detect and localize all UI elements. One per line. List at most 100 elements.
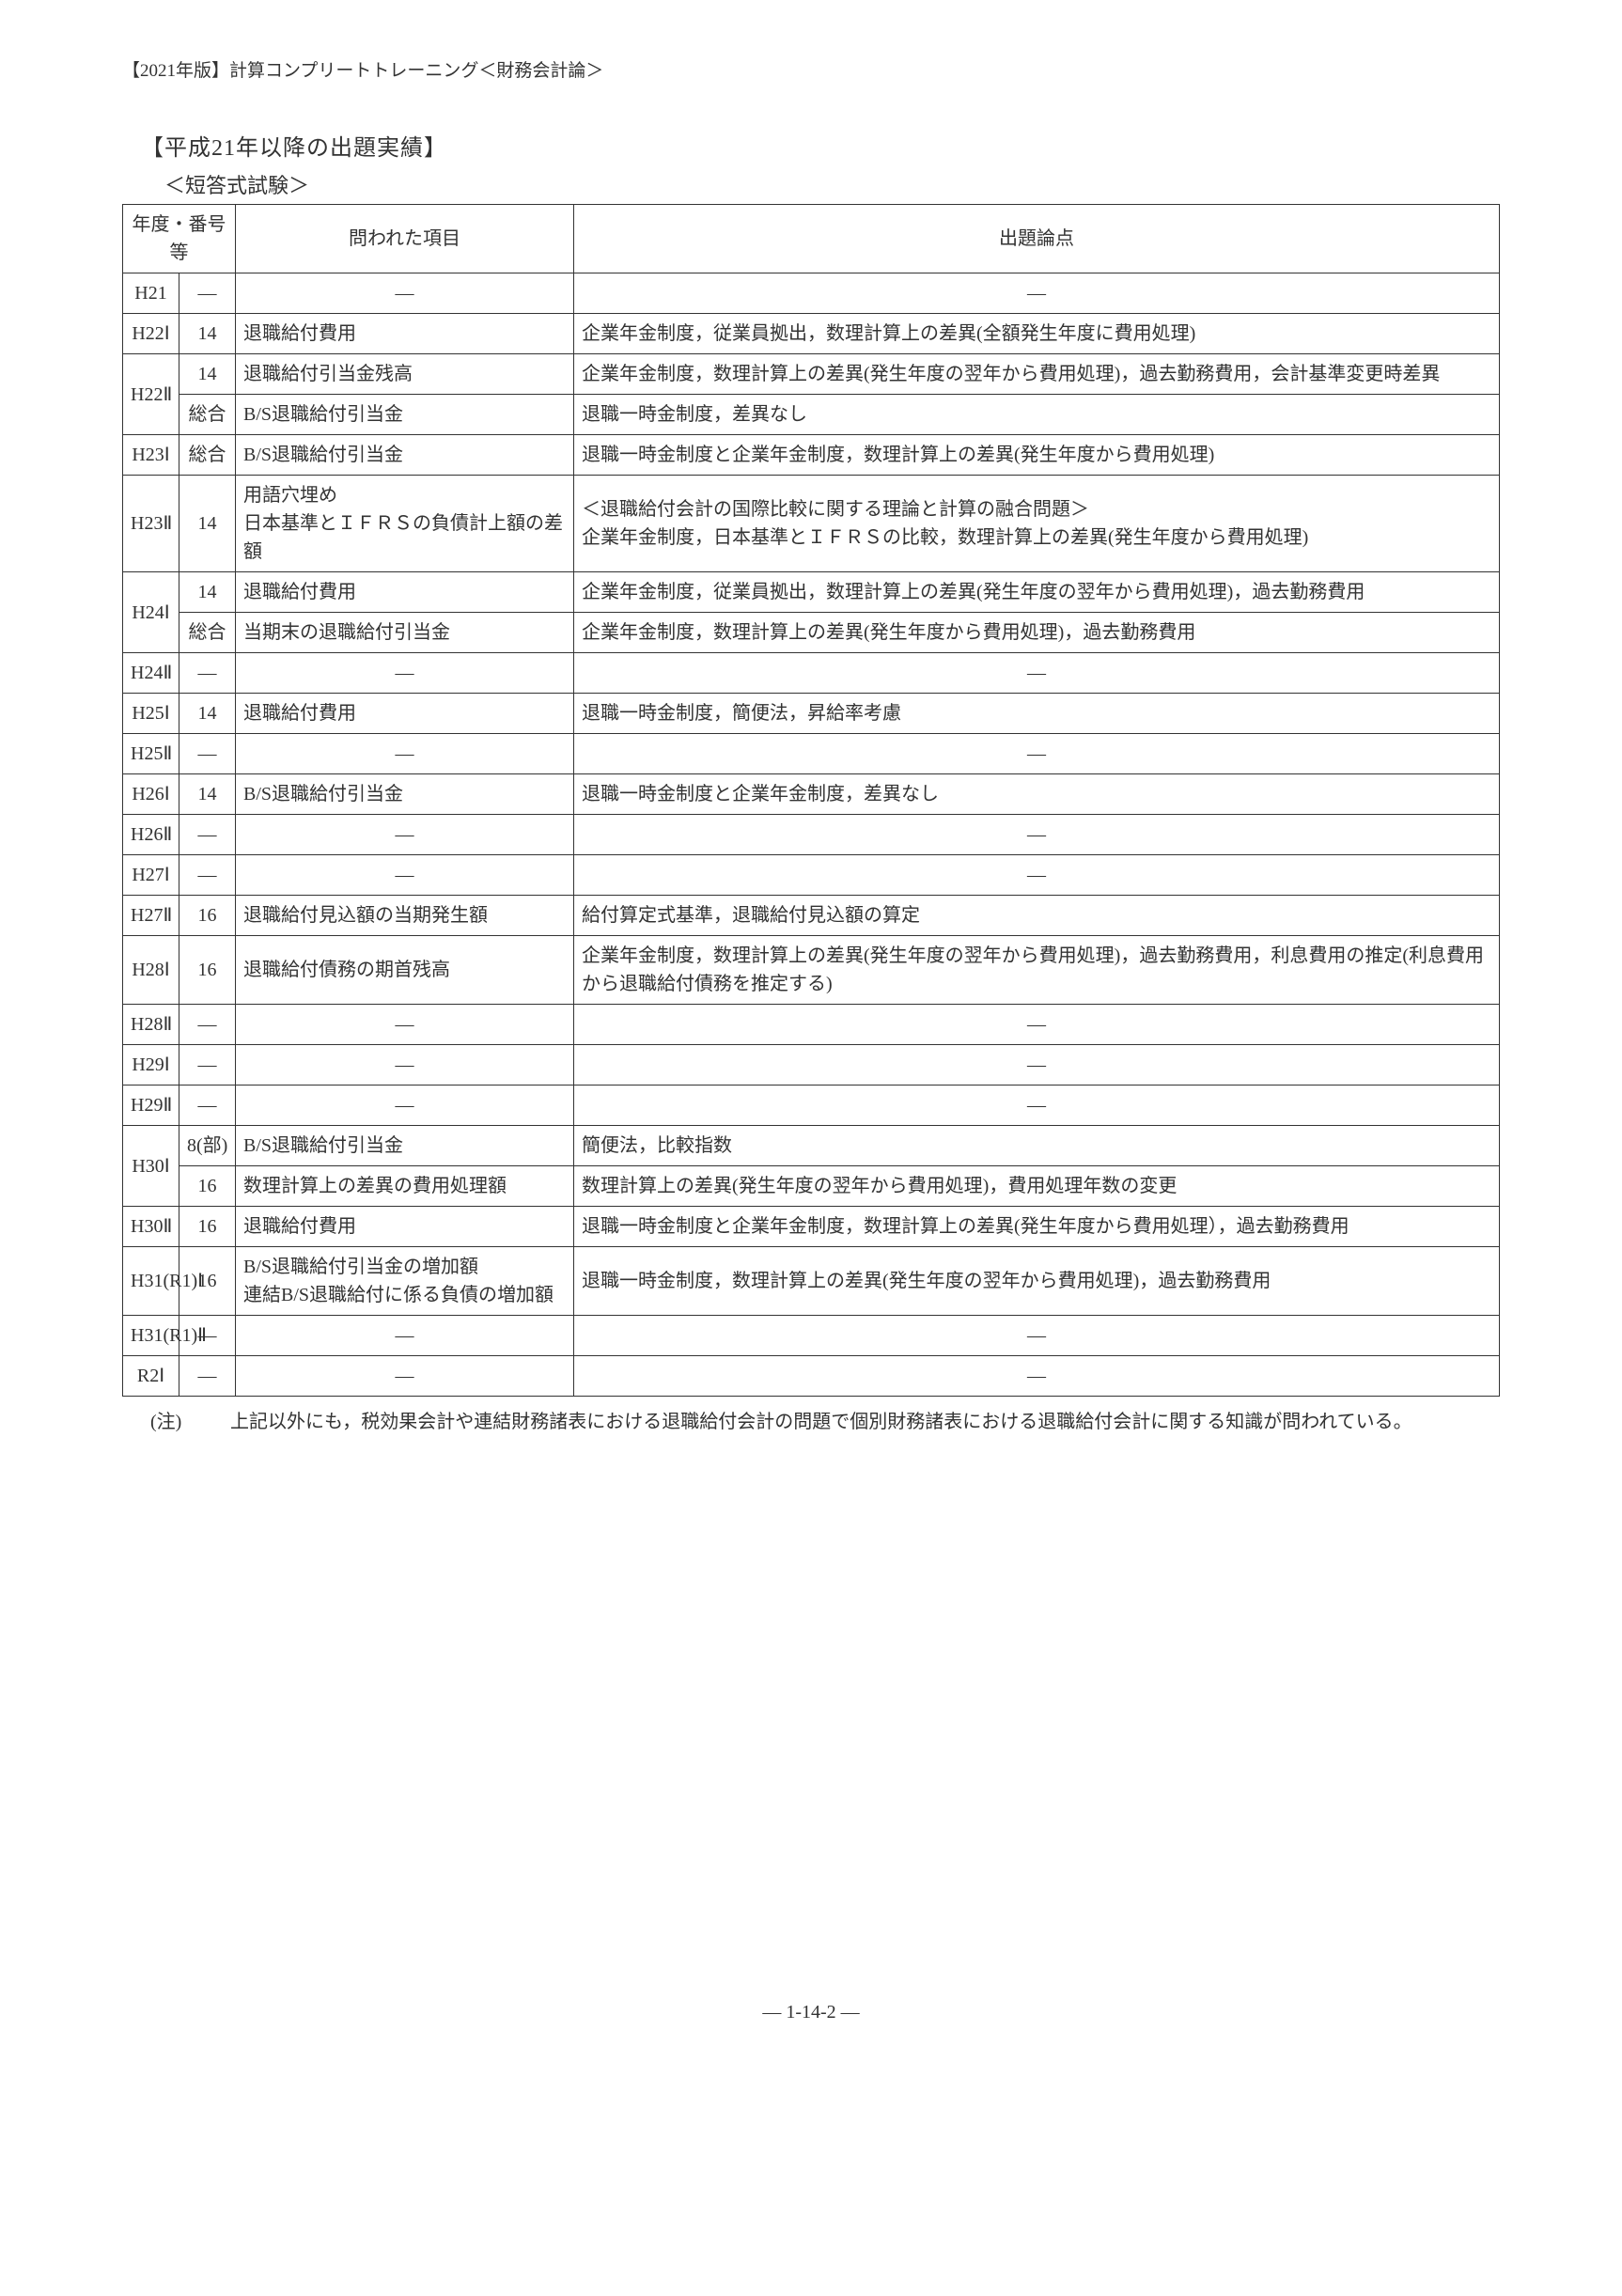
cell-topic: — (574, 815, 1500, 855)
cell-number: 16 (179, 936, 236, 1005)
cell-item: 退職給付債務の期首残高 (236, 936, 574, 1005)
cell-item: B/S退職給付引当金の増加額 連結B/S退職給付に係る負債の増加額 (236, 1247, 574, 1316)
table-row: R2Ⅰ——— (123, 1356, 1500, 1397)
cell-topic: — (574, 653, 1500, 694)
table-row: H27Ⅰ——— (123, 855, 1500, 896)
cell-topic: 企業年金制度，数理計算上の差異(発生年度の翌年から費用処理)，過去勤務費用，利息… (574, 936, 1500, 1005)
cell-number: — (179, 273, 236, 314)
cell-item: 退職給付費用 (236, 314, 574, 354)
cell-item: 退職給付引当金残高 (236, 354, 574, 395)
cell-year: H29Ⅰ (123, 1045, 179, 1086)
table-row: H28Ⅱ——— (123, 1005, 1500, 1045)
cell-topic: 退職一時金制度，簡便法，昇給率考慮 (574, 694, 1500, 734)
cell-item: 当期末の退職給付引当金 (236, 613, 574, 653)
cell-item: — (236, 734, 574, 774)
cell-topic: — (574, 1005, 1500, 1045)
footnote-label: (注) (150, 1406, 226, 1438)
cell-item: — (236, 1356, 574, 1397)
table-row: H21——— (123, 273, 1500, 314)
cell-number: 8(部) (179, 1126, 236, 1166)
cell-item: — (236, 855, 574, 896)
col-header-topic: 出題論点 (574, 205, 1500, 273)
cell-topic: 企業年金制度，従業員拠出，数理計算上の差異(発生年度の翌年から費用処理)，過去勤… (574, 572, 1500, 613)
cell-item: B/S退職給付引当金 (236, 774, 574, 815)
cell-topic: 簡便法，比較指数 (574, 1126, 1500, 1166)
cell-topic: 退職一時金制度と企業年金制度，数理計算上の差異(発生年度から費用処理），過去勤務… (574, 1207, 1500, 1247)
cell-topic: 退職一時金制度と企業年金制度，差異なし (574, 774, 1500, 815)
cell-number: — (179, 734, 236, 774)
cell-topic: 退職一時金制度，差異なし (574, 395, 1500, 435)
cell-number: — (179, 855, 236, 896)
cell-number: — (179, 1005, 236, 1045)
cell-topic: 企業年金制度，従業員拠出，数理計算上の差異(全額発生年度に費用処理) (574, 314, 1500, 354)
cell-topic: 企業年金制度，数理計算上の差異(発生年度から費用処理)，過去勤務費用 (574, 613, 1500, 653)
cell-item: 用語穴埋め 日本基準とＩＦＲＳの負債計上額の差額 (236, 476, 574, 572)
cell-item: B/S退職給付引当金 (236, 435, 574, 476)
cell-item: 退職給付見込額の当期発生額 (236, 896, 574, 936)
cell-number: 14 (179, 694, 236, 734)
cell-year: H22Ⅰ (123, 314, 179, 354)
cell-year: H31(R1)Ⅰ (123, 1247, 179, 1316)
cell-item: — (236, 815, 574, 855)
table-row: H30Ⅰ8(部)B/S退職給付引当金簡便法，比較指数 (123, 1126, 1500, 1166)
cell-year: H23Ⅱ (123, 476, 179, 572)
cell-topic: — (574, 734, 1500, 774)
footnote-body: 上記以外にも，税効果会計や連結財務諸表における退職給付会計の問題で個別財務諸表に… (230, 1412, 1412, 1432)
cell-number: 総合 (179, 613, 236, 653)
cell-item: 数理計算上の差異の費用処理額 (236, 1166, 574, 1207)
cell-year: H22Ⅱ (123, 354, 179, 435)
section-title: 【平成21年以降の出題実績】 (141, 129, 1500, 162)
cell-item: — (236, 1045, 574, 1086)
cell-year: H28Ⅱ (123, 1005, 179, 1045)
page-number: — 1-14-2 — (122, 2002, 1500, 2023)
cell-number: 14 (179, 774, 236, 815)
cell-number: 16 (179, 1166, 236, 1207)
cell-topic: — (574, 1316, 1500, 1356)
col-header-item: 問われた項目 (236, 205, 574, 273)
table-row: H29Ⅱ——— (123, 1086, 1500, 1126)
cell-number: — (179, 1045, 236, 1086)
table-row: H26Ⅱ——— (123, 815, 1500, 855)
cell-topic: — (574, 1356, 1500, 1397)
table-row: H31(R1)Ⅰ16B/S退職給付引当金の増加額 連結B/S退職給付に係る負債の… (123, 1247, 1500, 1316)
cell-year: H23Ⅰ (123, 435, 179, 476)
cell-year: H30Ⅱ (123, 1207, 179, 1247)
table-row: H25Ⅰ14退職給付費用退職一時金制度，簡便法，昇給率考慮 (123, 694, 1500, 734)
cell-year: H28Ⅰ (123, 936, 179, 1005)
table-row: H24Ⅰ14退職給付費用企業年金制度，従業員拠出，数理計算上の差異(発生年度の翌… (123, 572, 1500, 613)
footnote: (注) 上記以外にも，税効果会計や連結財務諸表における退職給付会計の問題で個別財… (150, 1406, 1500, 1438)
cell-year: H30Ⅰ (123, 1126, 179, 1207)
table-row: H28Ⅰ16退職給付債務の期首残高企業年金制度，数理計算上の差異(発生年度の翌年… (123, 936, 1500, 1005)
cell-year: H25Ⅱ (123, 734, 179, 774)
table-row: H27Ⅱ16退職給付見込額の当期発生額給付算定式基準，退職給付見込額の算定 (123, 896, 1500, 936)
cell-item: — (236, 1316, 574, 1356)
doc-header: 【2021年版】計算コンプリートトレーニング＜財務会計論＞ (122, 56, 1500, 82)
section-subtitle: ＜短答式試験＞ (164, 169, 1500, 199)
cell-topic: — (574, 855, 1500, 896)
cell-topic: 退職一時金制度，数理計算上の差異(発生年度の翌年から費用処理)，過去勤務費用 (574, 1247, 1500, 1316)
table-row: H22Ⅱ14退職給付引当金残高企業年金制度，数理計算上の差異(発生年度の翌年から… (123, 354, 1500, 395)
cell-topic: — (574, 273, 1500, 314)
table-row: H23Ⅰ総合B/S退職給付引当金退職一時金制度と企業年金制度，数理計算上の差異(… (123, 435, 1500, 476)
cell-year: H21 (123, 273, 179, 314)
cell-item: B/S退職給付引当金 (236, 1126, 574, 1166)
cell-number: 14 (179, 476, 236, 572)
cell-topic: 企業年金制度，数理計算上の差異(発生年度の翌年から費用処理)，過去勤務費用，会計… (574, 354, 1500, 395)
cell-topic: — (574, 1045, 1500, 1086)
table-row: H24Ⅱ——— (123, 653, 1500, 694)
cell-year: R2Ⅰ (123, 1356, 179, 1397)
cell-year: H27Ⅱ (123, 896, 179, 936)
cell-topic: 退職一時金制度と企業年金制度，数理計算上の差異(発生年度から費用処理) (574, 435, 1500, 476)
cell-number: — (179, 653, 236, 694)
cell-year: H29Ⅱ (123, 1086, 179, 1126)
cell-year: H24Ⅱ (123, 653, 179, 694)
table-row: H31(R1)Ⅱ——— (123, 1316, 1500, 1356)
cell-item: — (236, 273, 574, 314)
cell-item: B/S退職給付引当金 (236, 395, 574, 435)
table-row: H26Ⅰ14B/S退職給付引当金退職一時金制度と企業年金制度，差異なし (123, 774, 1500, 815)
cell-item: 退職給付費用 (236, 1207, 574, 1247)
cell-year: H26Ⅰ (123, 774, 179, 815)
table-row: 総合当期末の退職給付引当金企業年金制度，数理計算上の差異(発生年度から費用処理)… (123, 613, 1500, 653)
cell-item: — (236, 653, 574, 694)
cell-item: — (236, 1005, 574, 1045)
